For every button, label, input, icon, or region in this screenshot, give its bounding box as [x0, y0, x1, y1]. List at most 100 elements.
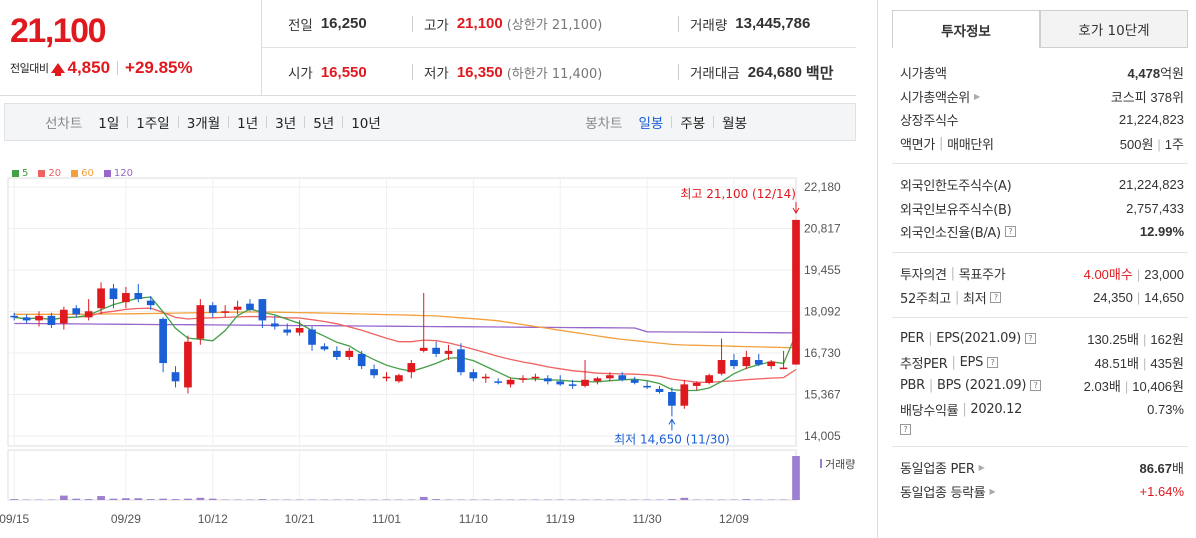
candle-chart-periods: 일봉 주봉 월봉 — [630, 112, 755, 132]
period-option-1[interactable]: 1주일 — [136, 116, 170, 132]
help-icon[interactable]: ? — [987, 356, 999, 368]
volume-bar — [159, 498, 167, 500]
period-option-6[interactable]: 10년 — [351, 116, 381, 132]
line-chart-periods: 1일 1주일 3개월 1년 3년 5년 10년 — [90, 112, 389, 132]
candle-body — [680, 384, 689, 406]
tab-invest-info[interactable]: 투자정보 — [892, 10, 1040, 48]
legend-swatch — [71, 170, 79, 177]
foreign-section: 외국인한도주식수(A) 21,224,823 외국인보유주식수(B) 2,757,43… — [900, 173, 1184, 244]
volume-bar — [84, 499, 93, 500]
candle-body — [419, 347, 428, 351]
candle-body — [333, 350, 341, 357]
candle-body — [494, 381, 503, 383]
divider: | — [1124, 379, 1129, 395]
help-icon[interactable]: ? — [990, 291, 1002, 303]
candle-body — [543, 378, 552, 382]
legend-label: 120 — [113, 168, 133, 179]
divider: | — [950, 266, 955, 282]
legend-label: 5 — [22, 168, 29, 179]
info-row: 동일업종 PER ▶ 86.67배 — [900, 456, 1184, 480]
y-tick-label: 20,817 — [804, 222, 841, 236]
low-value: 16,350 — [456, 63, 503, 81]
info-value-unit: 억원 — [1160, 66, 1184, 82]
volume-bar — [208, 498, 217, 500]
info-row: 동일업종 등락률 ▶ +1.64% — [900, 480, 1184, 504]
divider — [117, 61, 119, 75]
candle-body — [767, 361, 776, 367]
info-key: 액면가 | 매매단위 — [900, 134, 994, 153]
candle-body — [171, 372, 180, 382]
help-icon[interactable]: ? — [900, 423, 911, 435]
period-selector: 선차트 1일 1주일 3개월 1년 3년 5년 10년 봉차트 일봉 주봉 월봉 — [4, 103, 856, 141]
help-icon[interactable]: ? — [1024, 333, 1036, 345]
divider — [678, 64, 679, 80]
price-change: 전일대비 4,850 +29.85% — [10, 58, 193, 78]
info-row: 추정PER | EPS? 48.51배 | 435원 — [900, 351, 1184, 375]
candle-body — [754, 360, 763, 365]
info-key-text: 동일업종 등락률 — [900, 485, 986, 501]
volume-bar — [134, 498, 143, 500]
legend-item: 5 — [12, 168, 28, 179]
candle-body — [208, 305, 217, 313]
period-option-4[interactable]: 3년 — [275, 116, 297, 132]
candle-body — [568, 384, 577, 386]
divider — [671, 116, 673, 128]
valuation-section: PER | EPS(2021.09)? 130.25배 | 162원 추정PER | EPS? 4… — [900, 327, 1184, 437]
period-option-0[interactable]: 1일 — [98, 116, 120, 132]
candle-body — [47, 315, 56, 325]
candle-body — [246, 303, 254, 310]
volume-bar — [10, 499, 19, 500]
candle-body — [320, 346, 329, 350]
divider — [892, 252, 1188, 253]
low-annotation: 최저 14,650 (11/30) — [614, 432, 730, 446]
candle-body — [705, 375, 713, 383]
y-tick-label: 18,092 — [804, 305, 841, 319]
divider: | — [1136, 289, 1141, 305]
legend-swatch — [12, 170, 19, 177]
volume-bar — [792, 456, 800, 500]
period-option-5[interactable]: 5년 — [313, 116, 335, 132]
info-key-text: 동일업종 PER — [900, 462, 975, 478]
info-row: 시가총액 4,478억원 — [900, 61, 1184, 85]
line-chart-label: 선차트 — [45, 116, 83, 132]
candle-body — [457, 349, 465, 373]
candle-option-2[interactable]: 월봉 — [722, 116, 747, 132]
candle-body — [655, 388, 664, 392]
trade-amount: 거래대금 264,680 백만 — [690, 48, 834, 96]
stock-chart[interactable]: 22,180 20,817 19,455 18,092 16,730 15,367 14,0… — [0, 160, 856, 538]
info-row: 52주최고 | 최저? 24,350 | 14,650 — [900, 286, 1184, 310]
candle-body — [258, 299, 267, 321]
period-option-3[interactable]: 1년 — [237, 116, 259, 132]
x-tick-label: 10/21 — [285, 512, 315, 526]
info-key: 동일업종 등락률 ▶ — [900, 482, 996, 501]
info-key: 시가총액순위 ▶ — [900, 87, 980, 106]
info-value-text: 24,350 — [1093, 289, 1133, 305]
info-value-text: 14,650 — [1144, 289, 1184, 305]
x-tick-label: 09/15 — [0, 512, 30, 526]
opinion-section: 투자의견 | 목표주가 4.00매수 | 23,000 52주최고 | 최저? 24,350 | 14… — [900, 262, 1184, 309]
prev-close-value: 16,250 — [320, 15, 367, 32]
candle-option-1[interactable]: 주봉 — [680, 116, 706, 132]
candle-option-0[interactable]: 일봉 — [638, 116, 664, 132]
candle-body — [593, 378, 602, 382]
divider — [304, 116, 306, 128]
help-icon[interactable]: ? — [1004, 226, 1016, 238]
candle-chart-label: 봉차트 — [585, 116, 623, 132]
volume: 거래량 13,445,786 — [690, 0, 810, 48]
divider — [892, 163, 1188, 164]
tab-quote-10[interactable]: 호가 10단계 — [1040, 10, 1188, 48]
divider: | — [951, 354, 956, 370]
y-tick-label: 14,005 — [804, 429, 841, 443]
help-icon[interactable]: ? — [1030, 380, 1042, 392]
info-key-text: BPS (2021.09) — [936, 378, 1027, 394]
candle-body — [357, 353, 366, 367]
y-tick-label: 19,455 — [804, 263, 841, 277]
info-value-text: 2,757,433 — [1126, 200, 1184, 216]
candle-body — [22, 317, 31, 321]
info-key-text: 최저 — [963, 291, 987, 307]
high-price: 고가 21,100 (상한가 21,100) — [424, 0, 602, 48]
info-value-text: 21,224,823 — [1118, 112, 1184, 128]
period-option-2[interactable]: 3개월 — [186, 116, 221, 132]
candle-body — [506, 379, 515, 385]
change-label: 전일대비 — [10, 62, 49, 75]
